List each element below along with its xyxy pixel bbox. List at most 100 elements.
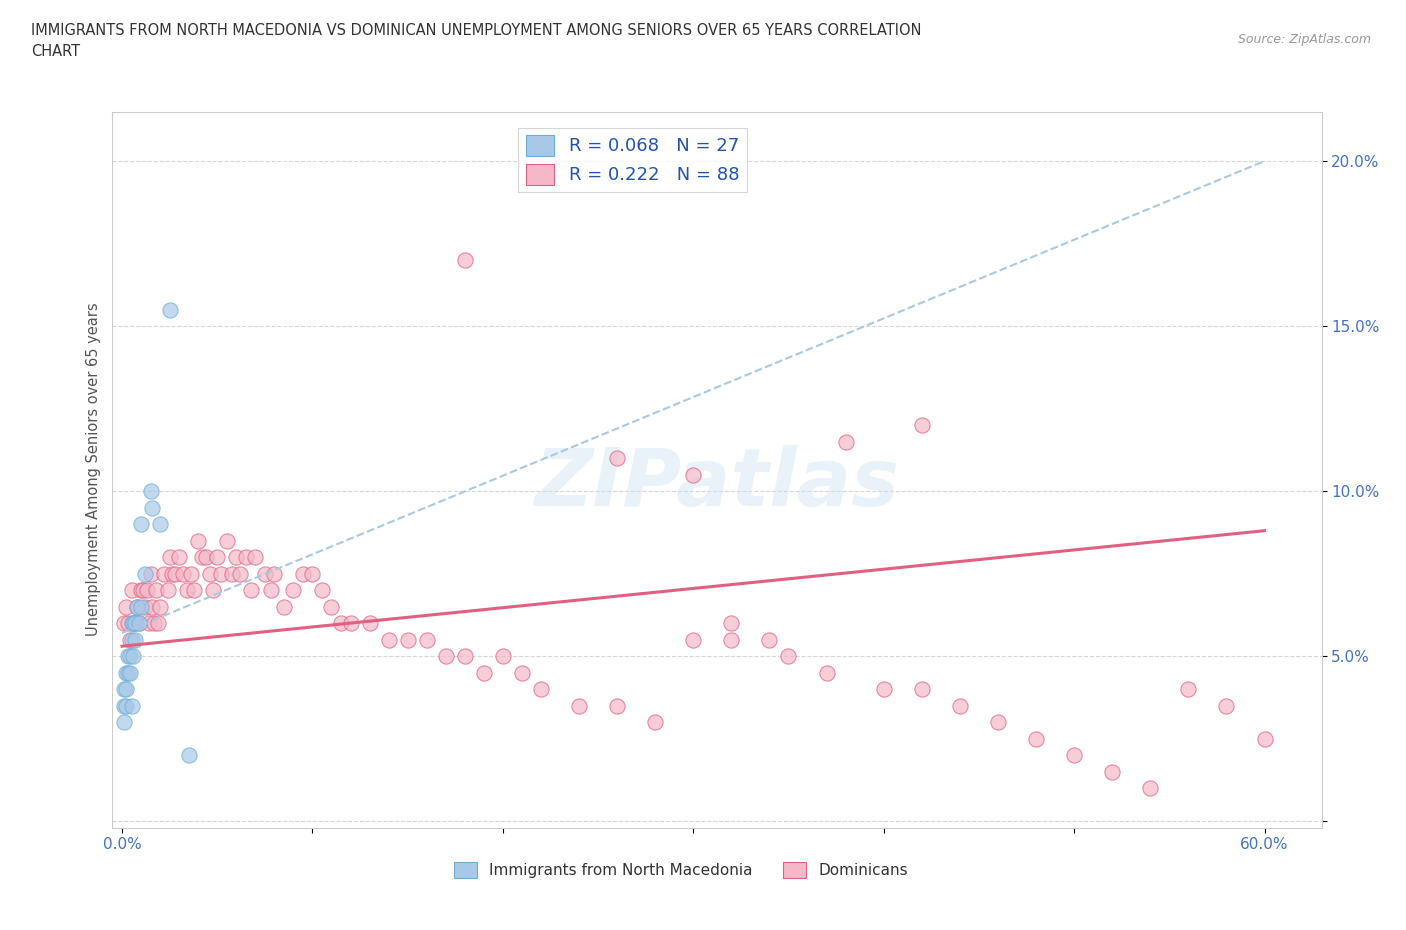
Point — [149, 599, 172, 614]
Point — [1177, 682, 1199, 697]
Point — [177, 748, 200, 763]
Point — [114, 682, 136, 697]
Point — [215, 533, 238, 548]
Point — [187, 533, 209, 548]
Point — [291, 566, 314, 581]
Point — [198, 566, 221, 581]
Point — [159, 302, 181, 317]
Point — [114, 665, 136, 680]
Y-axis label: Unemployment Among Seniors over 65 years: Unemployment Among Seniors over 65 years — [86, 303, 101, 636]
Point — [434, 648, 457, 663]
Point — [454, 253, 477, 268]
Point — [124, 632, 146, 647]
Point — [377, 632, 399, 647]
Text: IMMIGRANTS FROM NORTH MACEDONIA VS DOMINICAN UNEMPLOYMENT AMONG SENIORS OVER 65 : IMMIGRANTS FROM NORTH MACEDONIA VS DOMIN… — [31, 23, 921, 38]
Point — [834, 434, 856, 449]
Point — [148, 616, 170, 631]
Text: ZIPatlas: ZIPatlas — [534, 445, 900, 523]
Point — [183, 583, 205, 598]
Point — [165, 566, 187, 581]
Point — [682, 632, 704, 647]
Point — [1025, 731, 1047, 746]
Point — [132, 583, 155, 598]
Point — [121, 583, 143, 598]
Point — [815, 665, 838, 680]
Point — [122, 616, 145, 631]
Point — [873, 682, 896, 697]
Point — [911, 418, 934, 432]
Point — [141, 599, 163, 614]
Point — [128, 616, 150, 631]
Point — [221, 566, 243, 581]
Point — [1063, 748, 1085, 763]
Point — [778, 648, 800, 663]
Point — [114, 698, 136, 713]
Point — [191, 550, 214, 565]
Point — [758, 632, 780, 647]
Point — [129, 517, 152, 532]
Point — [644, 714, 666, 729]
Point — [121, 616, 143, 631]
Text: Source: ZipAtlas.com: Source: ZipAtlas.com — [1237, 33, 1371, 46]
Point — [339, 616, 361, 631]
Point — [720, 632, 742, 647]
Point — [124, 616, 146, 631]
Point — [225, 550, 247, 565]
Point — [127, 599, 149, 614]
Point — [472, 665, 495, 680]
Point — [138, 616, 160, 631]
Point — [122, 648, 145, 663]
Point — [510, 665, 533, 680]
Point — [129, 583, 152, 598]
Point — [606, 451, 628, 466]
Point — [911, 682, 934, 697]
Point — [112, 616, 135, 631]
Point — [117, 665, 139, 680]
Point — [987, 714, 1010, 729]
Point — [112, 698, 135, 713]
Point — [283, 583, 305, 598]
Point — [160, 566, 183, 581]
Point — [172, 566, 194, 581]
Point — [114, 599, 136, 614]
Point — [127, 599, 149, 614]
Point — [253, 566, 276, 581]
Point — [176, 583, 198, 598]
Point — [121, 698, 143, 713]
Point — [202, 583, 225, 598]
Point — [118, 632, 141, 647]
Point — [139, 484, 162, 498]
Point — [135, 583, 157, 598]
Point — [149, 517, 172, 532]
Point — [415, 632, 437, 647]
Point — [949, 698, 972, 713]
Point — [124, 616, 146, 631]
Point — [530, 682, 553, 697]
Point — [301, 566, 323, 581]
Point — [1253, 731, 1275, 746]
Point — [156, 583, 179, 598]
Point — [606, 698, 628, 713]
Point — [259, 583, 281, 598]
Point — [235, 550, 257, 565]
Point — [159, 550, 181, 565]
Point — [311, 583, 333, 598]
Point — [128, 616, 150, 631]
Point — [143, 616, 166, 631]
Point — [118, 648, 141, 663]
Point — [229, 566, 252, 581]
Text: CHART: CHART — [31, 44, 80, 59]
Point — [720, 616, 742, 631]
Point — [209, 566, 232, 581]
Point — [134, 566, 156, 581]
Point — [167, 550, 190, 565]
Point — [112, 714, 135, 729]
Point — [194, 550, 217, 565]
Point — [153, 566, 176, 581]
Point — [245, 550, 267, 565]
Point — [205, 550, 228, 565]
Point — [396, 632, 419, 647]
Point — [129, 599, 152, 614]
Point — [141, 500, 163, 515]
Point — [117, 648, 139, 663]
